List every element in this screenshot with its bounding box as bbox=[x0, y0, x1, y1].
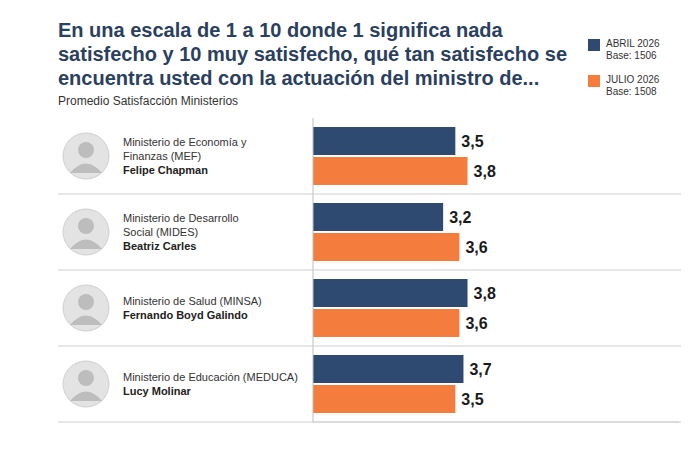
html-text:En una escala de 1 a 10 donde: En una escala de 1 a 10 donde 1 signific… bbox=[58, 19, 568, 89]
svg-text:3,7: 3,7 bbox=[469, 361, 491, 378]
svg-text:Beatriz Carles: Beatriz Carles bbox=[123, 240, 196, 252]
svg-text:3,6: 3,6 bbox=[465, 315, 487, 332]
svg-text:3,5: 3,5 bbox=[461, 391, 483, 408]
svg-text:Ministerio de Educación (MEDUC: Ministerio de Educación (MEDUCA) bbox=[123, 371, 298, 383]
html-text:JULIO 2026: JULIO 2026 bbox=[606, 74, 660, 85]
svg-text:3,8: 3,8 bbox=[474, 163, 496, 180]
svg-text:Lucy Molinar: Lucy Molinar bbox=[123, 385, 192, 397]
html-text:Base: 1506: Base: 1506 bbox=[606, 50, 657, 61]
svg-text:Fernando Boyd Galindo: Fernando Boyd Galindo bbox=[123, 309, 248, 321]
svg-text:Ministerio de Economía y: Ministerio de Economía y bbox=[123, 136, 247, 148]
svg-text:Felipe Chapman: Felipe Chapman bbox=[123, 164, 208, 176]
svg-text:Social (MIDES): Social (MIDES) bbox=[123, 226, 198, 238]
svg-text:Ministerio de Desarrollo: Ministerio de Desarrollo bbox=[123, 212, 239, 224]
svg-text:Ministerio de Salud (MINSA): Ministerio de Salud (MINSA) bbox=[123, 295, 262, 307]
svg-text:3,6: 3,6 bbox=[465, 239, 487, 256]
html-text:ABRIL 2026: ABRIL 2026 bbox=[606, 38, 660, 49]
svg-text:3,8: 3,8 bbox=[474, 285, 496, 302]
svg-text:Finanzas (MEF): Finanzas (MEF) bbox=[123, 150, 201, 162]
svg-text:3,5: 3,5 bbox=[461, 133, 483, 150]
html-text:Base: 1508: Base: 1508 bbox=[606, 86, 657, 97]
svg-text:3,2: 3,2 bbox=[449, 209, 471, 226]
html-text:Promedio Satisfacción Minister: Promedio Satisfacción Ministerios bbox=[58, 94, 239, 108]
